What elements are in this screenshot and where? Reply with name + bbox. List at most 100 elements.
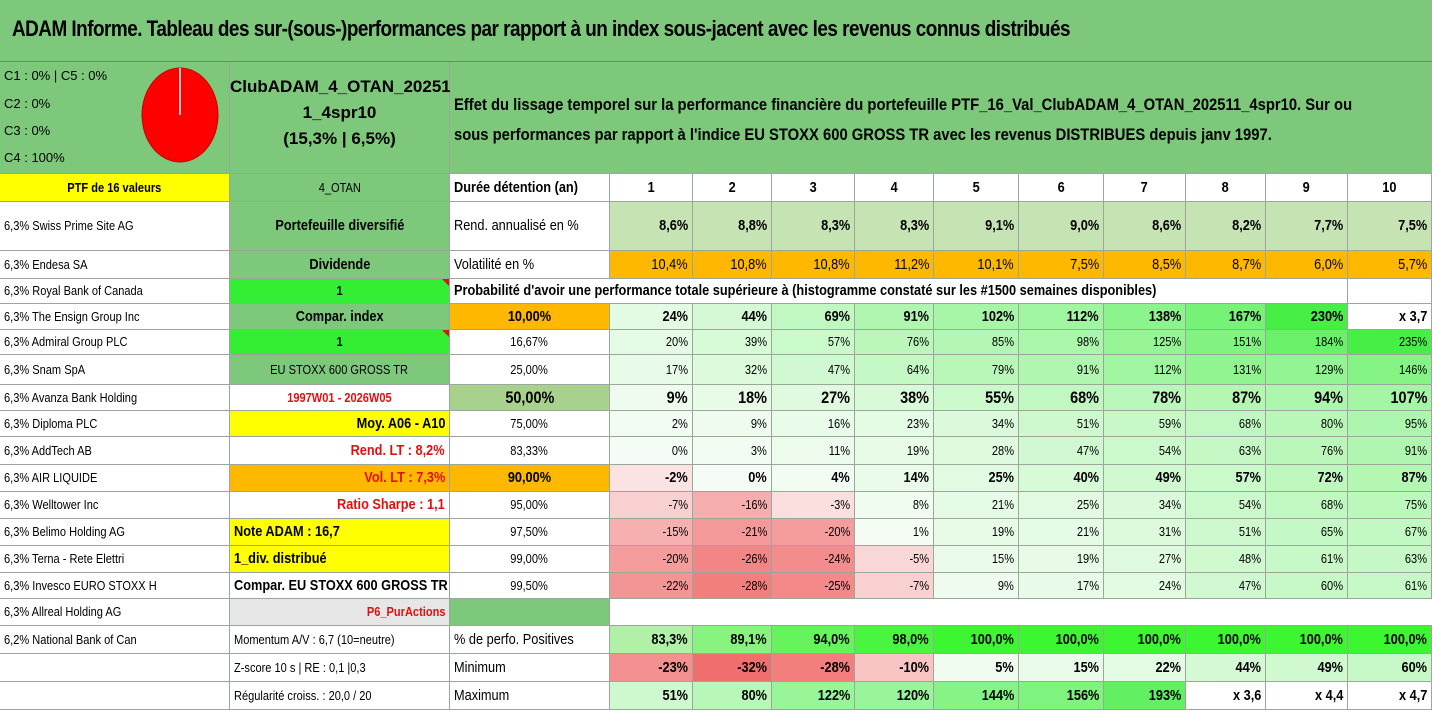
quantile-value: 184% (1266, 330, 1348, 355)
quantile-value: 60% (1266, 573, 1348, 599)
quantile-value: 9% (610, 385, 693, 411)
quantile-value: 76% (1266, 437, 1348, 465)
vol-value-text: 10,1% (977, 256, 1014, 273)
quantile-probability-text: 83,33% (510, 443, 549, 458)
maximum-value-text: 122% (817, 687, 850, 704)
year-header-text: 6 (1057, 179, 1065, 196)
maximum-value: x 3,6 (1186, 682, 1266, 710)
quantile-value-text: 38% (900, 388, 929, 407)
legend-c2: C2 : 0% (4, 96, 51, 111)
quantile-probability: 99,50% (450, 573, 610, 599)
quantile-value: 34% (1104, 492, 1186, 519)
quantile-value-text: 112% (1067, 308, 1099, 325)
quantile-value-text: 57% (827, 334, 850, 349)
quantile-value: 54% (1104, 437, 1186, 465)
positives-label: % de perfo. Positives (450, 626, 610, 654)
info-cell-text: 4_OTAN (318, 180, 361, 195)
vol-value: 6,0% (1266, 251, 1348, 279)
quantile-value-text: 11% (828, 443, 850, 458)
minimum-value: 60% (1348, 654, 1432, 682)
legend-c3: C3 : 0% (4, 123, 51, 138)
quantile-value-text: 0% (748, 469, 767, 486)
maximum-value-text: x 3,6 (1232, 687, 1261, 704)
minimum-value-text: -32% (737, 659, 767, 676)
quantile-value: 68% (1266, 492, 1348, 519)
quantile-value: 80% (1266, 411, 1348, 437)
quantile-value-text: 48% (1238, 551, 1261, 566)
quantile-value-text: 25% (1076, 497, 1099, 512)
quantile-value: 9% (693, 411, 772, 437)
quantile-value-text: 17% (665, 362, 688, 377)
rend-label: Rend. annualisé en % (450, 202, 610, 251)
quantile-value-text: -20% (662, 551, 688, 566)
rend-value: 8,8% (693, 202, 772, 251)
quantile-probability: 25,00% (450, 355, 610, 385)
info-cell-text: Vol. LT : 7,3% (363, 469, 445, 486)
quantile-value: 39% (693, 330, 772, 355)
quantile-value: 87% (1348, 465, 1432, 492)
quantile-value: 1% (855, 519, 934, 546)
minimum-value: -32% (693, 654, 772, 682)
minimum-value: -10% (855, 654, 934, 682)
year-header-text: 2 (728, 179, 736, 196)
holding-row: 6,2% National Bank of Can (0, 626, 230, 654)
quantile-value: 98% (1019, 330, 1104, 355)
info-cell-text: Portefeuille diversifié (275, 217, 404, 234)
year-header: 7 (1104, 174, 1186, 202)
info-cell: Compar. index (230, 304, 450, 330)
quantile-value-text: -3% (830, 497, 850, 512)
year-header: 10 (1348, 174, 1432, 202)
quantile-probability: 95,00% (450, 492, 610, 519)
portfolio-perf-summary: (15,3% | 6,5%) (283, 129, 396, 148)
quantile-value-text: 32% (744, 362, 767, 377)
quantile-value-text: 8% (913, 497, 929, 512)
probability-title: Probabilité d'avoir une performance tota… (450, 279, 1348, 304)
quantile-value: 87% (1186, 385, 1266, 411)
quantile-value: 34% (934, 411, 1019, 437)
quantile-value-text: 69% (824, 308, 850, 325)
quantile-probability-text: 95,00% (510, 497, 549, 512)
quantile-value-text: 47% (1076, 443, 1099, 458)
quantile-value: 68% (1019, 385, 1104, 411)
quantile-value: -25% (772, 573, 855, 599)
quantile-value-text: 21% (991, 497, 1014, 512)
quantile-value-text: 9% (751, 416, 767, 431)
rend-value: 8,6% (1104, 202, 1186, 251)
info-cell: Moy. A06 - A10 (230, 411, 450, 437)
quantile-value-text: 18% (738, 388, 767, 407)
rend-value-text: 8,2% (1231, 217, 1261, 234)
maximum-value-text: 193% (1148, 687, 1181, 704)
quantile-value-text: 87% (1232, 388, 1261, 407)
quantile-value: -21% (693, 519, 772, 546)
rend-value: 9,1% (934, 202, 1019, 251)
quantile-value: 4% (772, 465, 855, 492)
positives-value: 100,0% (1104, 626, 1186, 654)
quantile-value: 21% (1019, 519, 1104, 546)
quantile-value-text: 49% (1155, 469, 1181, 486)
quantile-value: -24% (772, 546, 855, 573)
holding-row-text: 6,3% AddTech AB (4, 443, 92, 458)
quantile-value-text: 25% (988, 469, 1014, 486)
ptf-header-text: PTF de 16 valeurs (67, 180, 162, 195)
quantile-value: 63% (1186, 437, 1266, 465)
empty-row (610, 599, 1432, 626)
quantile-value: 47% (1019, 437, 1104, 465)
holding-row: 6,3% AddTech AB (0, 437, 230, 465)
info-cell: 1 (230, 330, 450, 355)
quantile-value-text: 95% (1404, 416, 1427, 431)
positives-value: 89,1% (693, 626, 772, 654)
info-cell: Note ADAM : 16,7 (230, 519, 450, 546)
quantile-value-text: 27% (821, 388, 850, 407)
minimum-value: -23% (610, 654, 693, 682)
quantile-value-text: 79% (991, 362, 1014, 377)
info-cell-text: Compar. EU STOXX 600 GROSS TR (234, 577, 448, 594)
info-cell: Ratio Sharpe : 1,1 (230, 492, 450, 519)
info-cell-text: P6_PurActions (366, 604, 445, 619)
quantile-value-text: 72% (1317, 469, 1343, 486)
quantile-value: -5% (855, 546, 934, 573)
quantile-value: 51% (1186, 519, 1266, 546)
quantile-value: -20% (610, 546, 693, 573)
quantile-value: 51% (1019, 411, 1104, 437)
vol-label: Volatilité en % (450, 251, 610, 279)
quantile-value: 91% (1348, 437, 1432, 465)
